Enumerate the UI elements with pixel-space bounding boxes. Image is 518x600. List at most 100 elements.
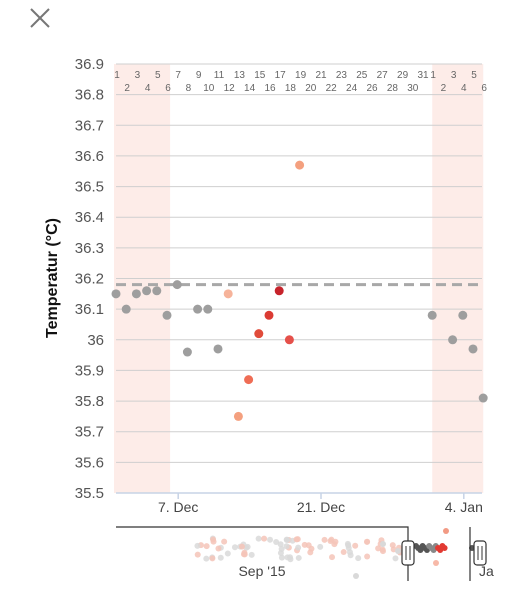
navigator[interactable]: Sep '15 Ja [116, 526, 494, 581]
data-point [152, 286, 162, 296]
data-point [244, 375, 254, 385]
data-point [468, 344, 478, 354]
day-label-bottom: 4 [145, 83, 151, 94]
navigator-dot [380, 541, 386, 547]
navigator-handle-right[interactable] [473, 540, 487, 566]
day-label-top: 27 [377, 70, 389, 81]
navigator-dot [340, 549, 347, 556]
data-point [213, 344, 223, 354]
navigator-dot [278, 545, 285, 552]
navigator-dot [284, 554, 291, 561]
day-label-top: 17 [275, 70, 287, 81]
x-tick-label: 21. Dec [297, 499, 345, 515]
day-label-bottom: 6 [481, 83, 487, 94]
navigator-dot [217, 554, 224, 561]
day-label-top: 1 [114, 70, 120, 81]
data-point [478, 393, 488, 403]
navigator-dot [244, 543, 251, 550]
x-tick-label: 4. Jan [445, 499, 483, 515]
data-points [111, 160, 488, 421]
day-label-bottom: 18 [285, 83, 297, 94]
day-label-bottom: 22 [326, 83, 338, 94]
day-label-top: 1 [430, 70, 436, 81]
day-label-top: 3 [451, 70, 457, 81]
navigator-dot [221, 538, 228, 545]
data-point [448, 335, 458, 345]
day-label-bottom: 16 [264, 83, 276, 94]
day-label-top: 5 [155, 70, 161, 81]
navigator-dot [433, 560, 439, 566]
y-tick-label: 36.5 [75, 179, 104, 196]
day-label-bottom: 24 [346, 83, 358, 94]
navigator-dot [215, 545, 222, 552]
navigator-dot [301, 541, 308, 548]
day-label-top: 15 [254, 70, 266, 81]
day-label-top: 3 [135, 70, 141, 81]
navigator-dot [307, 549, 314, 556]
data-point [264, 310, 274, 320]
navigator-dot [203, 555, 210, 562]
y-axis-label: Temperatur (°C) [44, 218, 61, 338]
day-label-bottom: 12 [224, 83, 236, 94]
data-point [193, 304, 203, 314]
day-labels: 1 3 5 7 9 11 13 15 17 19 21 23 25 27 29 31 1 3 52 4 6 8 10 12 14… [114, 70, 487, 94]
data-point [182, 347, 192, 357]
y-tick-label: 35.8 [75, 393, 104, 410]
day-label-top: 9 [196, 70, 202, 81]
data-point [203, 304, 213, 314]
navigator-dot [329, 554, 336, 561]
data-point [284, 335, 294, 345]
navigator-dot [375, 545, 382, 552]
day-label-bottom: 26 [366, 83, 378, 94]
navigator-dot [379, 548, 386, 555]
day-label-top: 19 [295, 70, 307, 81]
navigator-dot [443, 528, 449, 534]
navigator-dot [392, 555, 399, 562]
navigator-dot [273, 539, 280, 546]
data-point [223, 289, 233, 299]
navigator-dot [277, 541, 284, 548]
day-label-top: 23 [336, 70, 348, 81]
navigator-dot [194, 551, 201, 558]
navigator-dot [283, 543, 290, 550]
navigator-dot [345, 545, 352, 552]
navigator-dot [231, 544, 238, 551]
navigator-partial-label: Ja [479, 563, 494, 579]
day-label-bottom: 30 [407, 83, 419, 94]
day-label-top: 7 [175, 70, 181, 81]
navigator-dot [283, 536, 290, 543]
y-tick-label: 35.5 [75, 485, 104, 502]
navigator-dot [352, 542, 359, 549]
day-label-top: 31 [417, 70, 429, 81]
navigator-dot [210, 538, 217, 545]
day-label-top: 11 [214, 70, 225, 81]
data-point [142, 286, 152, 296]
navigator-dot [278, 554, 285, 561]
y-tick-label: 36.1 [75, 301, 104, 318]
navigator-dot [295, 554, 302, 561]
y-tick-label: 36.2 [75, 271, 104, 288]
navigator-dot [238, 543, 245, 550]
navigator-dot [267, 536, 274, 543]
day-label-top: 29 [397, 70, 409, 81]
navigator-dot [317, 543, 324, 550]
day-label-bottom: 2 [441, 83, 447, 94]
x-tick-label: 7. Dec [158, 499, 198, 515]
navigator-dot [194, 542, 201, 549]
navigator-handle-left[interactable] [401, 540, 415, 566]
data-point [111, 289, 121, 299]
y-tick-label: 36.8 [75, 87, 104, 104]
navigator-dot [224, 550, 231, 557]
y-axis-ticks: 35.5 35.6 35.7 35.8 35.9 36 36.1 36.2 36.3 36.4 36… [75, 56, 104, 502]
day-label-bottom: 14 [244, 83, 256, 94]
navigator-dot [203, 543, 210, 550]
navigator-dot [248, 551, 255, 558]
close-button[interactable] [28, 6, 52, 30]
navigator-dots [194, 528, 486, 579]
x-axis-ticks: 7. Dec 21. Dec 4. Jan [158, 493, 483, 515]
navigator-dot [441, 545, 448, 551]
navigator-dot [261, 535, 268, 542]
data-point [131, 289, 141, 299]
day-label-bottom: 20 [305, 83, 317, 94]
data-point [254, 329, 264, 339]
